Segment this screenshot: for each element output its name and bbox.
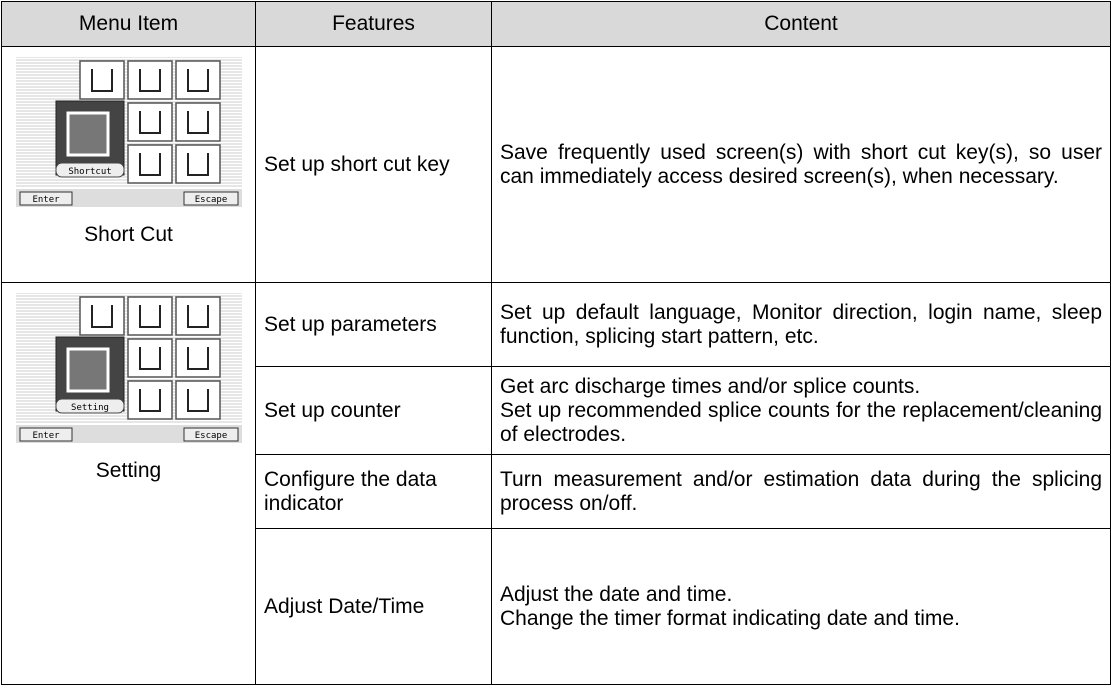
header-cell: Content	[491, 1, 1111, 47]
tile	[126, 338, 173, 378]
content-text: Save frequently used screen(s) with shor…	[500, 140, 1102, 188]
feature-cell: Set up counter	[255, 366, 492, 455]
selected-inner	[66, 347, 109, 393]
screen-icon: Shortcut Enter Escape	[15, 56, 242, 207]
tile	[78, 60, 125, 100]
glyph	[186, 111, 209, 134]
content-cell: Save frequently used screen(s) with shor…	[491, 46, 1111, 283]
content-cell: Get arc discharge times and/or splice co…	[491, 366, 1111, 455]
content-text: Get arc discharge times and/or splice co…	[500, 374, 921, 398]
caption-box	[55, 398, 124, 414]
feature-cell: Adjust Date/Time	[255, 528, 492, 685]
tile	[174, 60, 221, 100]
tile	[174, 144, 221, 184]
table-row: Setting Enter Escape Setting Set up paramete…	[1, 282, 1111, 685]
selected-inner	[66, 111, 109, 157]
glyph	[186, 69, 209, 92]
tile	[78, 296, 125, 336]
right-button	[183, 427, 238, 442]
menu-table: Menu Item Features Content Shortcut Enter…	[1, 1, 1111, 685]
right-button-label: Escape	[194, 431, 227, 441]
table-row: Configure the data indicator Turn measure…	[2, 454, 1111, 529]
content-text: Change the timer format indicating date …	[500, 606, 960, 630]
left-button	[19, 191, 72, 206]
table-row: Set up counter Get arc discharge times an…	[2, 366, 1111, 455]
header-cell: Features	[255, 1, 492, 47]
screen-caption: Shortcut	[68, 167, 111, 177]
tile	[126, 296, 173, 336]
tile	[126, 102, 173, 142]
feature-cell: Configure the data indicator	[255, 454, 492, 529]
glyph	[186, 305, 209, 328]
feature-cell: Set up parameters	[255, 282, 492, 367]
table-row: Adjust Date/Time Adjust the date and time…	[2, 528, 1111, 685]
glyph	[90, 69, 113, 92]
menu-label: Short Cut	[84, 223, 173, 246]
menu-cell: Shortcut Enter Escape Short Cut	[1, 46, 256, 283]
glyph	[186, 347, 209, 370]
tile	[174, 296, 221, 336]
content-cell: Set up default language, Monitor directi…	[491, 282, 1111, 367]
content-text: Adjust the date and time.	[500, 582, 733, 606]
header-cell: Menu Item	[1, 1, 256, 47]
screen-icon: Setting Enter Escape	[15, 292, 242, 443]
screen-caption: Setting	[71, 403, 109, 413]
tile	[126, 380, 173, 420]
left-button-label: Enter	[32, 431, 60, 441]
content-text: Set up default language, Monitor directi…	[500, 300, 1102, 348]
tile	[174, 380, 221, 420]
glyph	[138, 347, 161, 370]
content-cell: Turn measurement and/or estimation data …	[491, 454, 1111, 529]
menu-label: Setting	[95, 459, 162, 482]
tile	[126, 60, 173, 100]
table-body: Menu Item Features Content Shortcut Enter…	[1, 1, 1111, 685]
caption-box	[55, 162, 124, 178]
glyph	[138, 389, 161, 412]
content-text: Set up recommended splice counts for the…	[500, 398, 1102, 446]
glyph	[186, 389, 209, 412]
header-row: Menu Item Features Content	[1, 1, 1111, 47]
left-button-label: Enter	[32, 195, 60, 205]
left-button	[19, 427, 72, 442]
glyph	[138, 305, 161, 328]
table-row: Shortcut Enter Escape Short Cut Set up short…	[1, 46, 1111, 283]
right-button-label: Escape	[194, 195, 227, 205]
glyph	[138, 111, 161, 134]
content-text: Turn measurement and/or estimation data …	[500, 467, 1102, 515]
content-cell: Adjust the date and time. Change the time…	[491, 528, 1111, 685]
menu-cell: Setting Enter Escape Setting	[1, 282, 256, 685]
glyph	[186, 153, 209, 176]
glyph	[138, 153, 161, 176]
tile	[174, 102, 221, 142]
feature-cell: Set up short cut key	[255, 46, 492, 283]
right-button	[183, 191, 238, 206]
glyph	[138, 69, 161, 92]
tile	[174, 338, 221, 378]
glyph	[90, 305, 113, 328]
tile	[126, 144, 173, 184]
